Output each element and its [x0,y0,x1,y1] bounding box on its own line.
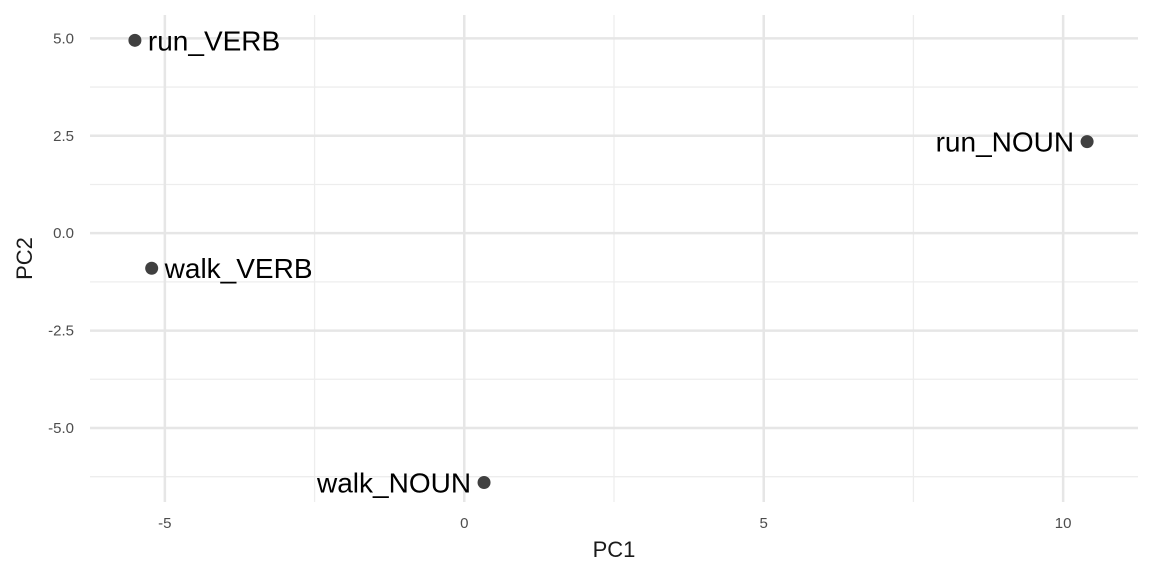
x-tick-label: -5 [158,515,171,532]
point-label: run_NOUN [936,127,1074,158]
y-axis-ticks: 5.0 2.5 0.0 -2.5 -5.0 [48,30,74,437]
data-points: run_VERB walk_VERB run_NOUN walk_NOUN [128,25,1094,499]
point-label: run_VERB [148,25,280,56]
data-point [145,261,159,275]
x-tick-label: 0 [460,515,468,532]
x-axis-ticks: -5 0 5 10 [158,515,1071,532]
y-tick-label: -5.0 [48,420,74,437]
x-axis-title: PC1 [593,537,636,562]
y-tick-label: 0.0 [53,225,74,242]
point-label: walk_NOUN [316,468,471,499]
y-tick-label: 5.0 [53,30,74,47]
data-point [477,476,491,490]
y-tick-label: -2.5 [48,323,74,340]
y-tick-label: 2.5 [53,128,74,145]
x-tick-label: 5 [760,515,768,532]
y-axis-title: PC2 [12,237,37,280]
data-point [1080,135,1094,149]
grid [90,15,1138,502]
x-tick-label: 10 [1055,515,1072,532]
data-point [128,33,142,47]
point-label: walk_VERB [164,253,313,284]
